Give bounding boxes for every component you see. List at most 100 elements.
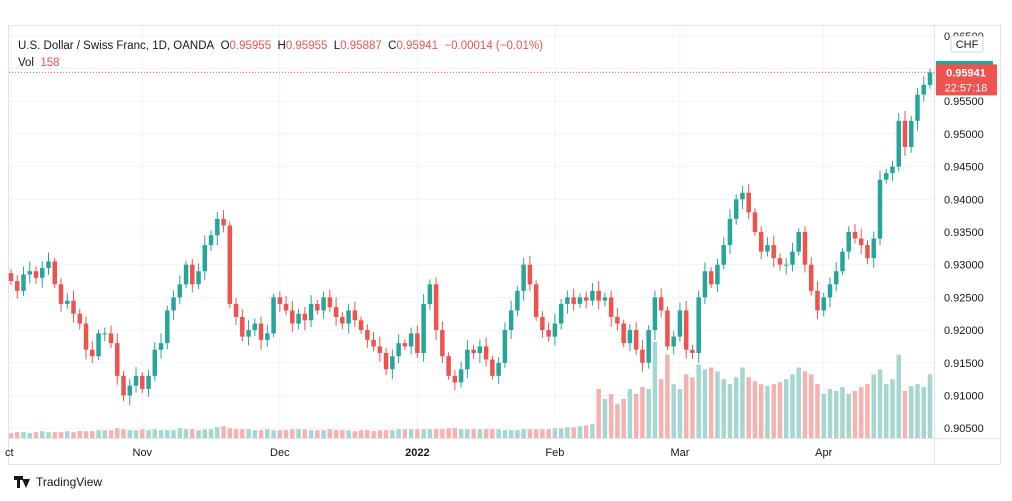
chart-legend: U.S. Dollar / Swiss Franc, 1D, OANDA O 0.… (18, 38, 543, 72)
volume-bar (533, 429, 539, 438)
volume-bar (415, 429, 420, 438)
candle-body (715, 264, 720, 285)
candle-body (221, 218, 226, 226)
volume-bar (483, 429, 489, 438)
volume-bar (196, 430, 201, 438)
candle-body (40, 267, 45, 278)
candle-body (308, 303, 314, 321)
candle-body (915, 94, 920, 121)
candle-body (515, 290, 520, 311)
volume-bar (671, 384, 676, 438)
candle-body (183, 264, 189, 285)
volume-bar (527, 429, 533, 438)
price-tick-label: 0.93500 (944, 227, 984, 239)
candle-body (721, 245, 726, 265)
candle-body (127, 385, 133, 396)
symbol-title: U.S. Dollar / Swiss Franc, 1D, OANDA (18, 40, 215, 52)
close-value: 0.95941 (396, 40, 439, 52)
candle-body (683, 310, 689, 350)
tradingview-logo-icon (14, 476, 30, 488)
candle-body (752, 212, 758, 232)
volume-bar (283, 430, 289, 438)
volume-bar (640, 387, 645, 438)
open-label: O (220, 40, 230, 52)
candle-body (358, 320, 364, 331)
volume-bar (465, 429, 470, 438)
volume-bar (621, 398, 626, 438)
candle-body (527, 264, 533, 285)
candle-body (596, 290, 601, 301)
candle-body (640, 349, 645, 363)
volume-bar (790, 374, 795, 438)
volume-bar (90, 431, 95, 438)
volume-value: 158 (40, 57, 60, 69)
candle-body (602, 297, 608, 301)
price-tick-label: 0.94000 (944, 194, 984, 206)
candle-body (265, 333, 270, 340)
volume-bar (508, 430, 514, 438)
candle-body (521, 264, 526, 291)
candle-body (415, 333, 420, 353)
volume-bar (840, 387, 845, 438)
volume-bar (352, 431, 358, 438)
volume-bar (440, 429, 445, 438)
volume-bar (65, 431, 70, 438)
candle-body (502, 330, 508, 363)
candle-body (446, 356, 451, 376)
volume-bar (402, 429, 408, 438)
volume-bar (602, 398, 608, 438)
volume-bar (146, 430, 151, 438)
volume-bar (765, 386, 770, 438)
volume-bar (390, 430, 395, 438)
volume-bar (227, 428, 233, 438)
time-tick-label: Feb (545, 447, 564, 459)
volume-bar (546, 429, 551, 438)
volume-bar (677, 389, 683, 438)
volume-bar (571, 427, 576, 438)
candle-body (440, 330, 445, 357)
volume-bar (777, 382, 783, 438)
volume-bar (258, 430, 264, 438)
candle-body (465, 349, 470, 370)
volume-bar (340, 430, 345, 438)
volume-bar (165, 430, 170, 438)
time-tick-label: Nov (133, 447, 153, 459)
volume-bar (871, 374, 876, 438)
price-tick-label: 0.92500 (944, 292, 984, 304)
candle-body (771, 245, 776, 259)
candle-body (390, 356, 395, 370)
candle-body (496, 362, 501, 376)
volume-bar (121, 429, 126, 438)
tradingview-footer[interactable]: TradingView (14, 475, 102, 489)
candle-body (552, 323, 558, 337)
volume-bar (752, 381, 758, 438)
candle-body (58, 284, 64, 304)
time-axis: ct Nov Dec 2022 Feb Mar Apr (5, 447, 833, 459)
candle-body (133, 375, 139, 386)
time-tick-label: Mar (670, 447, 689, 459)
volume-bar (696, 364, 701, 438)
candle-body (927, 72, 933, 85)
volume-bar (915, 384, 920, 438)
low-label: L (333, 40, 341, 52)
candle-body (340, 317, 345, 324)
candle-body (840, 251, 845, 272)
volume-bar (408, 429, 414, 438)
candle-body (327, 297, 333, 308)
volume-bar (902, 390, 908, 438)
candle-body (690, 349, 695, 353)
volume-bar (540, 429, 545, 438)
price-tick-label: 0.92000 (944, 325, 984, 337)
volume-bar (496, 429, 501, 438)
candle-body (190, 264, 195, 285)
candle-body (633, 330, 639, 350)
volume-bar (396, 429, 401, 438)
volume-bar (108, 430, 114, 438)
candle-body (583, 297, 589, 301)
time-tick-label: Apr (815, 447, 832, 459)
candle-body (908, 120, 914, 147)
volume-bar (827, 389, 833, 438)
candle-body (408, 333, 414, 347)
volume-bar (171, 430, 176, 438)
